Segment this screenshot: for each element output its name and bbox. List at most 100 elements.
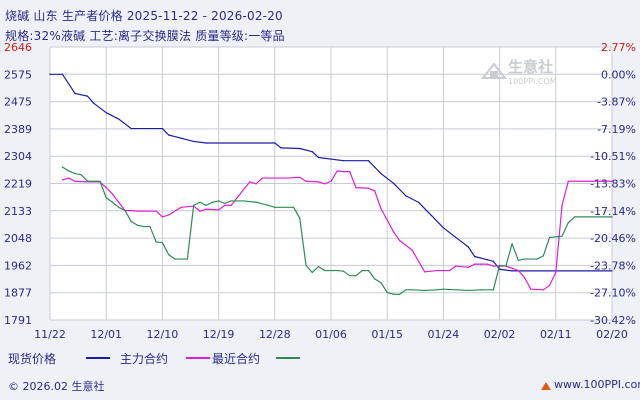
- recent-contract-line-point: [467, 289, 469, 292]
- main-contract-line-point: [442, 269, 444, 272]
- recent-contract-line-point: [311, 271, 313, 274]
- y-left-tick-label: 2475: [4, 96, 32, 109]
- y-left-tick-label: 2048: [4, 232, 32, 245]
- main-contract-line-point: [261, 177, 263, 179]
- recent-contract-line-segment: [242, 200, 257, 203]
- main-contract-line-segment: [218, 204, 226, 211]
- main-contract-line-segment: [317, 181, 326, 185]
- main-contract-line-point: [542, 289, 544, 291]
- spot-price-line-point: [180, 137, 182, 139]
- y-left-tick-label: 2646: [4, 41, 32, 54]
- main-contract-line-point: [168, 214, 170, 216]
- spot-price-line-point: [74, 92, 76, 95]
- recent-contract-line-segment: [99, 180, 107, 199]
- spot-price-line-segment: [61, 73, 76, 95]
- main-contract-line-point: [286, 177, 288, 179]
- spot-price-line-point: [317, 156, 320, 159]
- main-contract-line-segment: [61, 177, 70, 181]
- main-contract-line-segment: [305, 180, 320, 183]
- main-contract-line-point: [105, 187, 107, 189]
- recent-contract-line-segment: [517, 258, 526, 261]
- main-contract-line-point: [317, 181, 320, 183]
- spot-price-line-point: [280, 147, 282, 149]
- y-left-tick-label: 2304: [4, 150, 32, 163]
- recent-contract-line-segment: [317, 266, 326, 272]
- main-contract-line-point: [68, 177, 70, 179]
- legend-recent-swatch: [276, 357, 300, 359]
- main-contract-line-point: [492, 265, 494, 267]
- spot-price-line-point: [367, 160, 370, 162]
- recent-contract-line-point: [118, 206, 120, 208]
- y-right-tick-label: -7.19%: [597, 123, 636, 136]
- footer-url-link[interactable]: www.100PPI.com: [554, 378, 640, 391]
- spot-price-line-point: [492, 260, 494, 262]
- main-contract-line-point: [324, 183, 326, 185]
- recent-contract-line-segment: [411, 289, 426, 292]
- main-contract-line-segment: [542, 284, 551, 291]
- main-contract-line-point: [530, 288, 532, 290]
- recent-contract-line-segment: [374, 278, 382, 284]
- recent-contract-line-point: [424, 289, 426, 292]
- main-contract-line-point: [180, 206, 182, 208]
- main-contract-line-segment: [74, 180, 89, 183]
- spot-price-line-segment: [430, 214, 444, 229]
- main-contract-line-segment: [330, 170, 338, 182]
- recent-contract-line-point: [211, 201, 213, 203]
- recent-contract-line-segment: [267, 204, 276, 208]
- recent-contract-line-segment: [193, 201, 201, 206]
- main-contract-line-point: [342, 171, 345, 173]
- main-contract-line-segment: [242, 181, 251, 191]
- recent-contract-line-point: [542, 255, 544, 257]
- recent-contract-line-point: [386, 291, 388, 293]
- recent-contract-line-point: [442, 288, 444, 290]
- recent-contract-line-segment: [255, 201, 270, 206]
- recent-contract-line-segment: [567, 216, 576, 224]
- recent-contract-line-segment: [80, 174, 89, 182]
- recent-contract-line-point: [299, 217, 301, 219]
- spot-price-line-segment: [274, 142, 282, 149]
- recent-contract-line-segment: [136, 224, 145, 228]
- spot-price-line-point: [611, 270, 613, 272]
- spot-price-line-segment: [499, 268, 513, 272]
- main-contract-line-segment: [161, 214, 170, 218]
- main-contract-line-point: [424, 271, 426, 273]
- recent-contract-line-point: [561, 235, 563, 237]
- x-tick-label: 02/11: [540, 328, 572, 341]
- recent-contract-line-point: [480, 289, 482, 291]
- main-contract-line-segment: [455, 265, 469, 268]
- recent-contract-line-point: [611, 216, 613, 218]
- main-contract-line-point: [242, 188, 245, 191]
- recent-contract-line-point: [242, 200, 245, 202]
- spot-price-line-point: [511, 270, 513, 272]
- main-contract-line-point: [467, 266, 469, 268]
- y-left-tick-label: 2219: [4, 178, 32, 191]
- recent-contract-line-segment: [380, 282, 388, 293]
- main-contract-line-segment: [349, 171, 357, 189]
- x-tick-label: 02/02: [484, 328, 516, 341]
- x-tick-label: 01/06: [315, 328, 347, 341]
- main-contract-line-segment: [517, 269, 526, 279]
- main-contract-line-segment: [255, 177, 263, 185]
- spot-price-line-segment: [105, 112, 120, 120]
- x-tick-label: 12/01: [90, 328, 122, 341]
- y-left-tick-label: 1962: [4, 259, 32, 272]
- y-left-tick-label: 2575: [4, 68, 32, 81]
- main-contract-line-segment: [299, 176, 307, 182]
- recent-contract-line-segment: [442, 288, 457, 291]
- recent-contract-line-point: [186, 258, 188, 260]
- main-contract-line-point: [224, 204, 226, 206]
- recent-contract-line-point: [274, 206, 276, 208]
- legend-spot-swatch: [86, 357, 110, 359]
- main-contract-line-segment: [392, 231, 401, 242]
- main-contract-line-segment: [505, 265, 519, 272]
- recent-contract-line-point: [455, 289, 457, 291]
- recent-contract-line-segment: [205, 201, 213, 206]
- y-left-tick-label: 1791: [4, 314, 32, 327]
- main-contract-line-point: [380, 207, 382, 210]
- spot-price-line-segment: [299, 147, 313, 153]
- main-contract-line-segment: [205, 208, 220, 211]
- recent-contract-line-point: [336, 269, 338, 272]
- main-contract-line-segment: [168, 206, 182, 216]
- main-contract-line-point: [336, 170, 338, 172]
- recent-contract-line-segment: [505, 243, 513, 267]
